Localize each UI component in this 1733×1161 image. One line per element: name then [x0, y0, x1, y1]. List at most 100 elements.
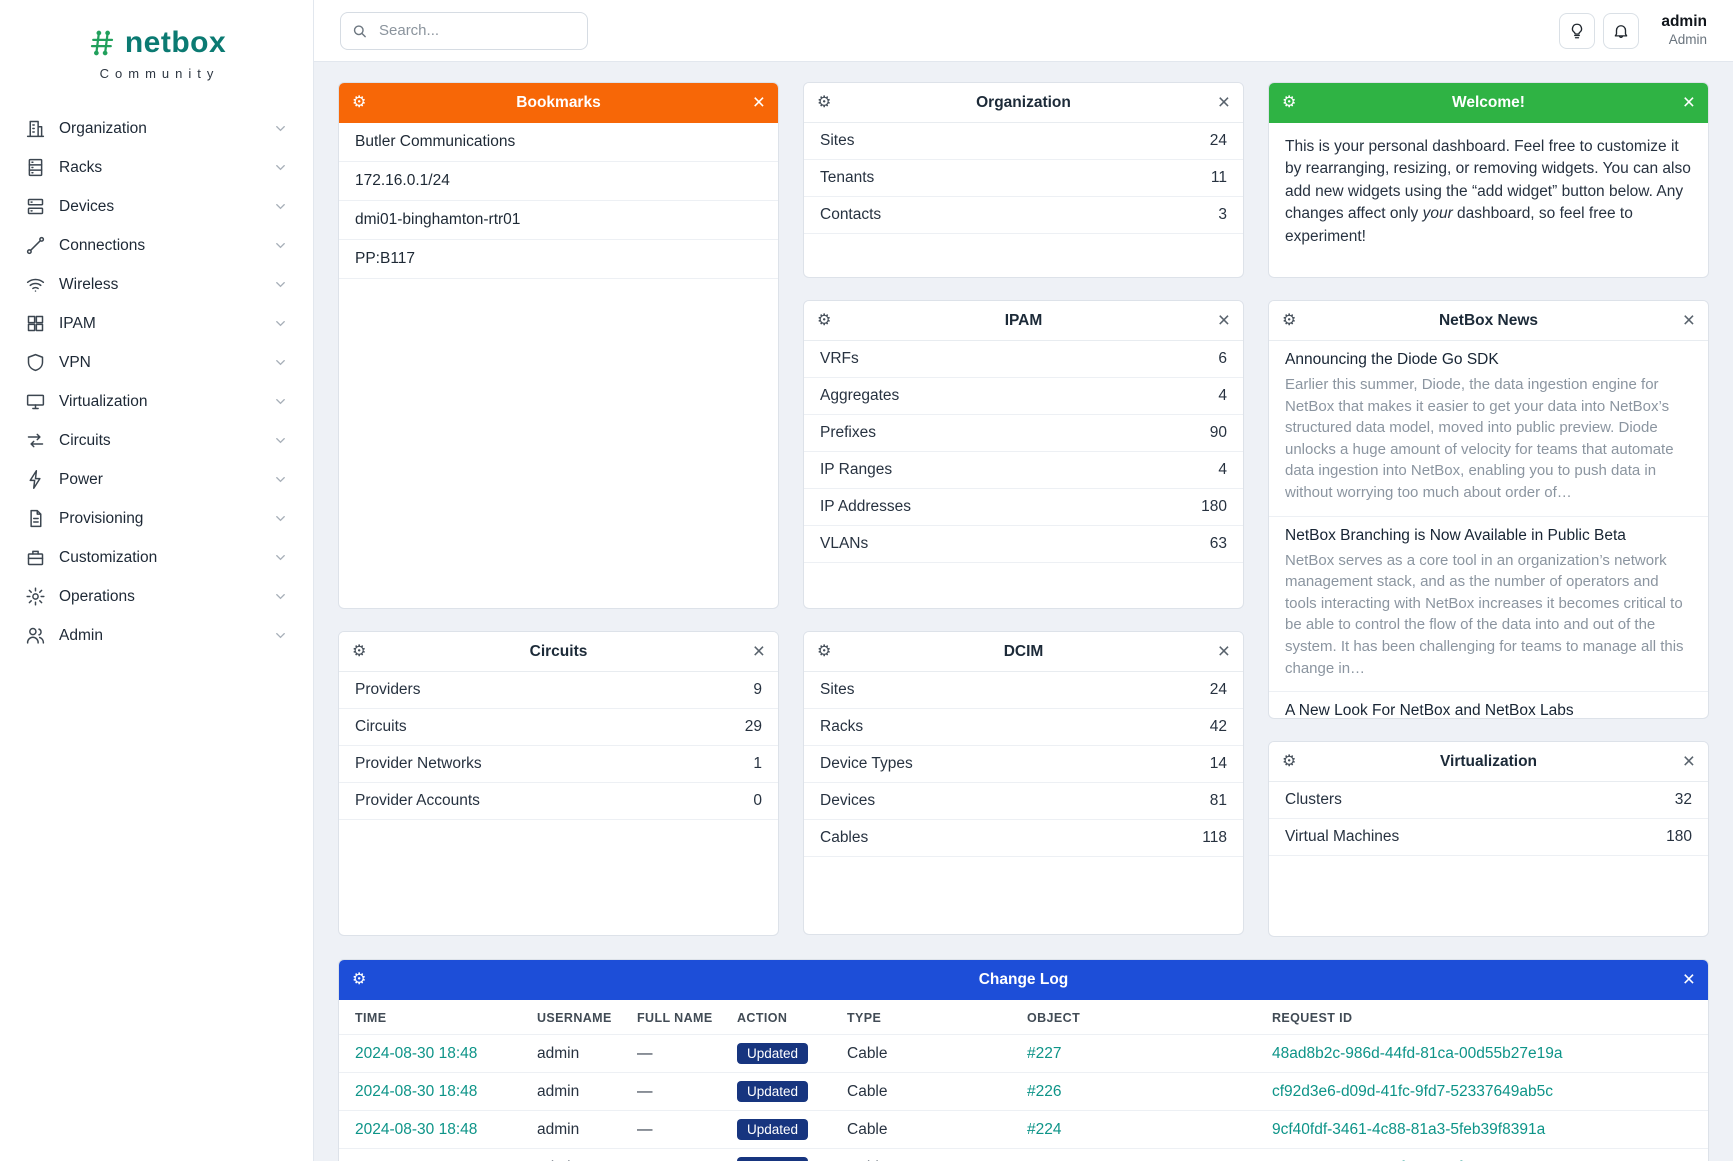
changelog-object-link[interactable]: #226	[1027, 1082, 1062, 1100]
stat-row: Sites 24	[804, 123, 1243, 160]
gear-icon[interactable]: ⚙	[1282, 93, 1297, 111]
stat-label: Virtual Machines	[1285, 828, 1400, 845]
stat-row: Devices 81	[804, 783, 1243, 820]
stat-value: 1	[753, 755, 762, 772]
bookmark-item[interactable]: dmi01-binghamton-rtr01	[339, 201, 778, 240]
gear-icon[interactable]: ⚙	[1282, 311, 1297, 329]
gear-icon[interactable]: ⚙	[1282, 752, 1297, 770]
gear-icon[interactable]: ⚙	[352, 642, 367, 660]
stat-value: 90	[1209, 424, 1227, 441]
action-badge: Updated	[737, 1081, 809, 1102]
close-icon[interactable]: ×	[1682, 91, 1695, 114]
close-icon[interactable]: ×	[752, 91, 765, 114]
chevron-down-icon	[273, 199, 288, 214]
stat-value: 14	[1209, 755, 1227, 772]
gear-icon[interactable]: ⚙	[352, 93, 367, 111]
widget-welcome: ⚙ Welcome! × This is your personal dashb…	[1268, 82, 1709, 278]
grid-icon	[25, 313, 46, 334]
close-icon[interactable]: ×	[1682, 309, 1695, 332]
gear-icon[interactable]: ⚙	[817, 93, 832, 111]
stat-label: Sites	[820, 132, 855, 149]
stat-row: Providers 9	[339, 672, 778, 709]
widget-circuits-header: ⚙ Circuits ×	[339, 632, 778, 672]
widget-title: Bookmarks	[516, 93, 601, 111]
bookmark-item[interactable]: 172.16.0.1/24	[339, 162, 778, 201]
changelog-object-link[interactable]: #224	[1027, 1120, 1062, 1138]
sidebar-item-operations[interactable]: Operations	[12, 577, 301, 616]
close-icon[interactable]: ×	[1682, 968, 1695, 991]
stat-row: Provider Networks 1	[339, 746, 778, 783]
close-icon[interactable]: ×	[1217, 640, 1230, 663]
changelog-request-id-link[interactable]: 7a3c4e3c-eac9-47f2-8846-f88301a997c3	[1272, 1159, 1556, 1161]
widget-title: Circuits	[529, 642, 588, 660]
gear-icon[interactable]: ⚙	[817, 642, 832, 660]
column-header-full-name: FULL NAME	[637, 1011, 713, 1025]
sidebar-item-wireless[interactable]: Wireless	[12, 265, 301, 304]
changelog-request-id-link[interactable]: 48ad8b2c-986d-44fd-81ca-00d55b27e19a	[1272, 1044, 1563, 1062]
sidebar-item-circuits[interactable]: Circuits	[12, 421, 301, 460]
user-menu[interactable]: admin Admin	[1661, 12, 1707, 48]
sidebar-item-customization[interactable]: Customization	[12, 538, 301, 577]
dashboard: ⚙ Bookmarks × Butler Communications 172.…	[314, 62, 1733, 1161]
table-row: 2024-08-30 18:48 admin — Updated Cable #…	[339, 1110, 1708, 1149]
sidebar-item-ipam[interactable]: IPAM	[12, 304, 301, 343]
gear-icon[interactable]: ⚙	[817, 311, 832, 329]
sidebar-item-power[interactable]: Power	[12, 460, 301, 499]
changelog-time-link[interactable]: 2024-08-30 18:48	[355, 1120, 478, 1138]
stat-value: 4	[1218, 461, 1227, 478]
sidebar-item-organization[interactable]: Organization	[12, 109, 301, 148]
sidebar-item-label: Operations	[59, 587, 135, 605]
stat-value: 4	[1218, 387, 1227, 404]
stat-label: VRFs	[820, 350, 859, 367]
close-icon[interactable]: ×	[1682, 750, 1695, 773]
sidebar-item-label: IPAM	[59, 314, 96, 332]
close-icon[interactable]: ×	[1217, 91, 1230, 114]
news-headline[interactable]: A New Look For NetBox and NetBox Labs	[1285, 702, 1574, 719]
changelog-request-id-link[interactable]: 9cf40fdf-3461-4c88-81a3-5feb39f8391a	[1272, 1120, 1546, 1138]
changelog-object-link[interactable]: #224	[1027, 1159, 1061, 1161]
sidebar-item-vpn[interactable]: VPN	[12, 343, 301, 382]
action-badge: Updated	[737, 1157, 809, 1161]
widget-organization: ⚙ Organization × Sites 24 Tenants 11 Conta…	[803, 82, 1244, 278]
close-icon[interactable]: ×	[752, 640, 765, 663]
sidebar-item-admin[interactable]: Admin	[12, 616, 301, 655]
stat-label: Provider Networks	[355, 755, 482, 772]
sidebar-item-provisioning[interactable]: Provisioning	[12, 499, 301, 538]
sidebar-item-devices[interactable]: Devices	[12, 187, 301, 226]
widget-dcim-header: ⚙ DCIM ×	[804, 632, 1243, 672]
stat-value: 81	[1209, 792, 1227, 809]
stat-label: Circuits	[355, 718, 407, 735]
netbox-logo[interactable]: netbox Community	[0, 16, 313, 85]
widget-bookmarks-header: ⚙ Bookmarks ×	[339, 83, 778, 123]
changelog-request-id-link[interactable]: cf92d3e6-d09d-41fc-9fd7-52337649ab5c	[1272, 1082, 1553, 1100]
changelog-time-link[interactable]: 2024-08-30 18:48	[355, 1082, 478, 1100]
theme-toggle-button[interactable]	[1559, 12, 1596, 49]
stat-list: Clusters 32 Virtual Machines 180	[1269, 782, 1708, 856]
sidebar-nav: Organization Racks Devices Connections	[0, 109, 313, 655]
close-icon[interactable]: ×	[1217, 309, 1230, 332]
changelog-username: admin	[529, 1110, 629, 1149]
stat-value: 11	[1210, 169, 1227, 186]
bookmark-item[interactable]: PP:B117	[339, 240, 778, 279]
sidebar-item-virtualization[interactable]: Virtualization	[12, 382, 301, 421]
gear-icon[interactable]: ⚙	[352, 970, 367, 988]
stat-row: VRFs 6	[804, 341, 1243, 378]
changelog-username: admin	[529, 1072, 629, 1111]
changelog-object-link[interactable]: #227	[1027, 1044, 1062, 1062]
sidebar-item-label: Racks	[59, 158, 103, 176]
sidebar-item-label: Organization	[59, 119, 147, 137]
notifications-button[interactable]	[1603, 12, 1640, 49]
changelog-time-link[interactable]: 2024-08-30 18:47	[355, 1159, 477, 1161]
stat-value: 3	[1218, 206, 1227, 223]
news-headline[interactable]: Announcing the Diode Go SDK	[1285, 351, 1499, 368]
widget-title: Change Log	[978, 970, 1069, 988]
table-row: 2024-08-30 18:48 admin — Updated Cable #…	[339, 1034, 1708, 1073]
sidebar-item-connections[interactable]: Connections	[12, 226, 301, 265]
bookmarks-list: Butler Communications 172.16.0.1/24 dmi0…	[339, 123, 778, 279]
changelog-time-link[interactable]: 2024-08-30 18:48	[355, 1044, 478, 1062]
bookmark-item[interactable]: Butler Communications	[339, 123, 778, 162]
news-headline[interactable]: NetBox Branching is Now Available in Pub…	[1285, 526, 1626, 544]
column-header-time: TIME	[355, 1011, 387, 1025]
sidebar-item-racks[interactable]: Racks	[12, 148, 301, 187]
search-input[interactable]	[340, 11, 588, 50]
